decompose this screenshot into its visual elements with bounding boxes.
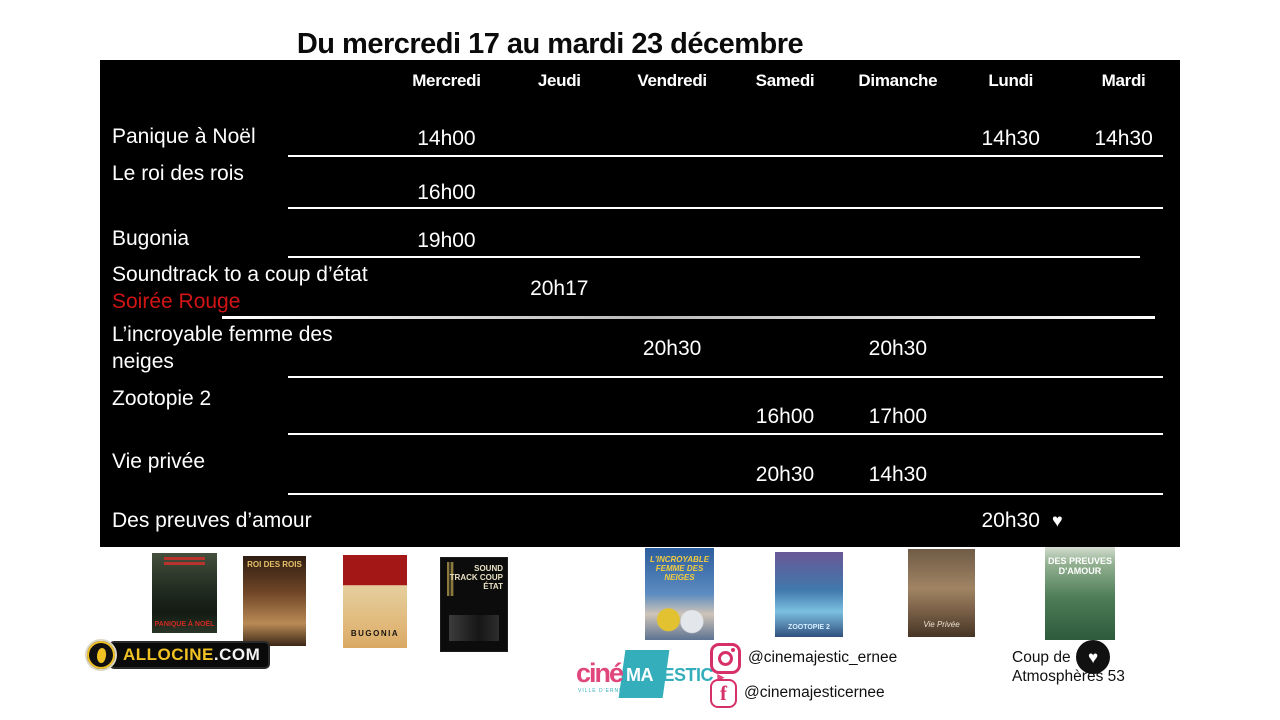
day-header-mercredi: Mercredi <box>412 71 481 90</box>
page-title: Du mercredi 17 au mardi 23 décembre <box>296 28 804 60</box>
poster-title: ZOOTOPIE 2 <box>788 623 830 631</box>
schedule-row: Soundtrack to a coup d’état Soirée Rouge 2… <box>100 258 1180 319</box>
coup-de-coeur-badge: Coup de ♥ Atmosphères 53 <box>1012 640 1172 686</box>
cinemajestic-tagline: VILLE D'ERNÉE <box>578 688 628 694</box>
day-header-lundi: Lundi <box>988 71 1034 90</box>
poster-soundtrack-coup-detat: SOUND TRACK COUP ÉTAT <box>440 557 508 652</box>
schedule-row: L’incroyable femme des neiges 20h30 20h30 <box>100 319 1180 378</box>
film-title: Vie privée <box>112 450 206 473</box>
schedule-row: Panique à Noël 14h00 14h30 14h30 <box>100 102 1180 157</box>
film-subtitle: Soirée Rouge <box>112 289 241 313</box>
schedule-row: Des preuves d’amour 20h30 ♥ <box>100 495 1180 547</box>
schedule-row: Vie privée 20h30 14h30 <box>100 435 1180 495</box>
film-title: Des preuves d’amour <box>112 508 312 532</box>
schedule-row: Zootopie 2 16h00 17h00 <box>100 378 1180 435</box>
poster-zootopie-2: ZOOTOPIE 2 <box>775 552 843 637</box>
showtime: 16h00 <box>417 181 476 204</box>
showtime: 20h30 <box>981 509 1040 532</box>
schedule-row: Bugonia 19h00 <box>100 209 1180 258</box>
day-header-mardi: Mardi <box>1101 71 1146 90</box>
poster-panique-a-noel: PANIQUE À NOËL <box>152 553 217 633</box>
play-arrow-icon: ▸ <box>717 669 725 684</box>
film-title: Bugonia <box>112 227 190 251</box>
film-title: Panique à Noël <box>112 125 256 149</box>
heart-circle-icon: ♥ <box>1076 640 1110 674</box>
poster-incroyable-femme-des-neiges: L'INCROYABLE FEMME DES NEIGES <box>645 548 714 640</box>
poster-le-roi-des-rois: ROI DES ROIS <box>243 556 306 646</box>
heart-icon: ♥ <box>1052 510 1063 531</box>
poster-bugonia: BUGONIA <box>343 555 407 648</box>
allocine-badge-icon <box>85 639 117 671</box>
showtime: 14h30 <box>1094 127 1153 150</box>
film-title: L’incroyable femme des neiges <box>112 322 333 373</box>
schedule-row: Le roi des rois 16h00 <box>100 157 1180 209</box>
poster-title: Vie Privée <box>923 619 960 629</box>
schedule-table: Mercredi Jeudi Vendredi Samedi Dimanche Lundi… <box>100 60 1180 547</box>
poster-title: PANIQUE À NOËL <box>154 620 215 628</box>
day-header-jeudi: Jeudi <box>537 71 581 90</box>
poster-title: ROI DES ROIS <box>247 560 302 569</box>
social-links: @cinemajestic_ernee @cinemajesticernee <box>710 641 897 711</box>
allocine-logo: ALLOCINE .COM <box>85 639 271 671</box>
showtime: 19h00 <box>417 229 476 252</box>
day-header-vendredi: Vendredi <box>637 71 707 90</box>
poster-des-preuves-damour: DES PREUVES D'AMOUR <box>1045 547 1115 640</box>
instagram-row[interactable]: @cinemajestic_ernee <box>710 641 897 675</box>
showtime: 14h00 <box>417 127 476 150</box>
showtime: 17h00 <box>868 405 928 428</box>
day-header-dimanche: Dimanche <box>858 71 938 90</box>
day-header-samedi: Samedi <box>755 71 815 90</box>
day-header-row: Mercredi Jeudi Vendredi Samedi Dimanche Lundi… <box>100 60 1180 102</box>
showtime: 20h30 <box>755 463 815 486</box>
instagram-handle[interactable]: @cinemajestic_ernee <box>748 649 898 666</box>
award-line1: Coup de <box>1012 649 1071 666</box>
poster-title: BUGONIA <box>350 628 400 638</box>
showtime: 16h00 <box>755 405 815 428</box>
facebook-row[interactable]: @cinemajesticernee <box>710 676 897 710</box>
showtime: 20h17 <box>530 276 589 300</box>
showtime: 20h30 <box>642 336 702 360</box>
poster-title: L'INCROYABLE FEMME DES NEIGES <box>649 555 710 583</box>
film-title: Le roi des rois <box>112 162 244 185</box>
showtime: 20h30 <box>868 336 928 360</box>
instagram-icon[interactable] <box>710 642 741 674</box>
facebook-handle[interactable]: @cinemajesticernee <box>744 684 885 701</box>
allocine-wordmark: ALLOCINE .COM <box>109 641 271 669</box>
film-title: Soundtrack to a coup d’état Soirée Rouge <box>100 262 370 315</box>
showtime: 14h30 <box>868 463 928 486</box>
poster-title: DES PREUVES D'AMOUR <box>1047 556 1113 577</box>
cinemajestic-logo: ciné MAJESTIC ▸ VILLE D'ERNÉE <box>576 650 724 698</box>
poster-title: SOUND TRACK COUP ÉTAT <box>449 564 503 592</box>
facebook-icon[interactable] <box>710 678 737 708</box>
poster-vie-privee: Vie Privée <box>908 549 975 637</box>
showtime: 14h30 <box>981 127 1040 150</box>
film-title: Zootopie 2 <box>112 387 212 410</box>
